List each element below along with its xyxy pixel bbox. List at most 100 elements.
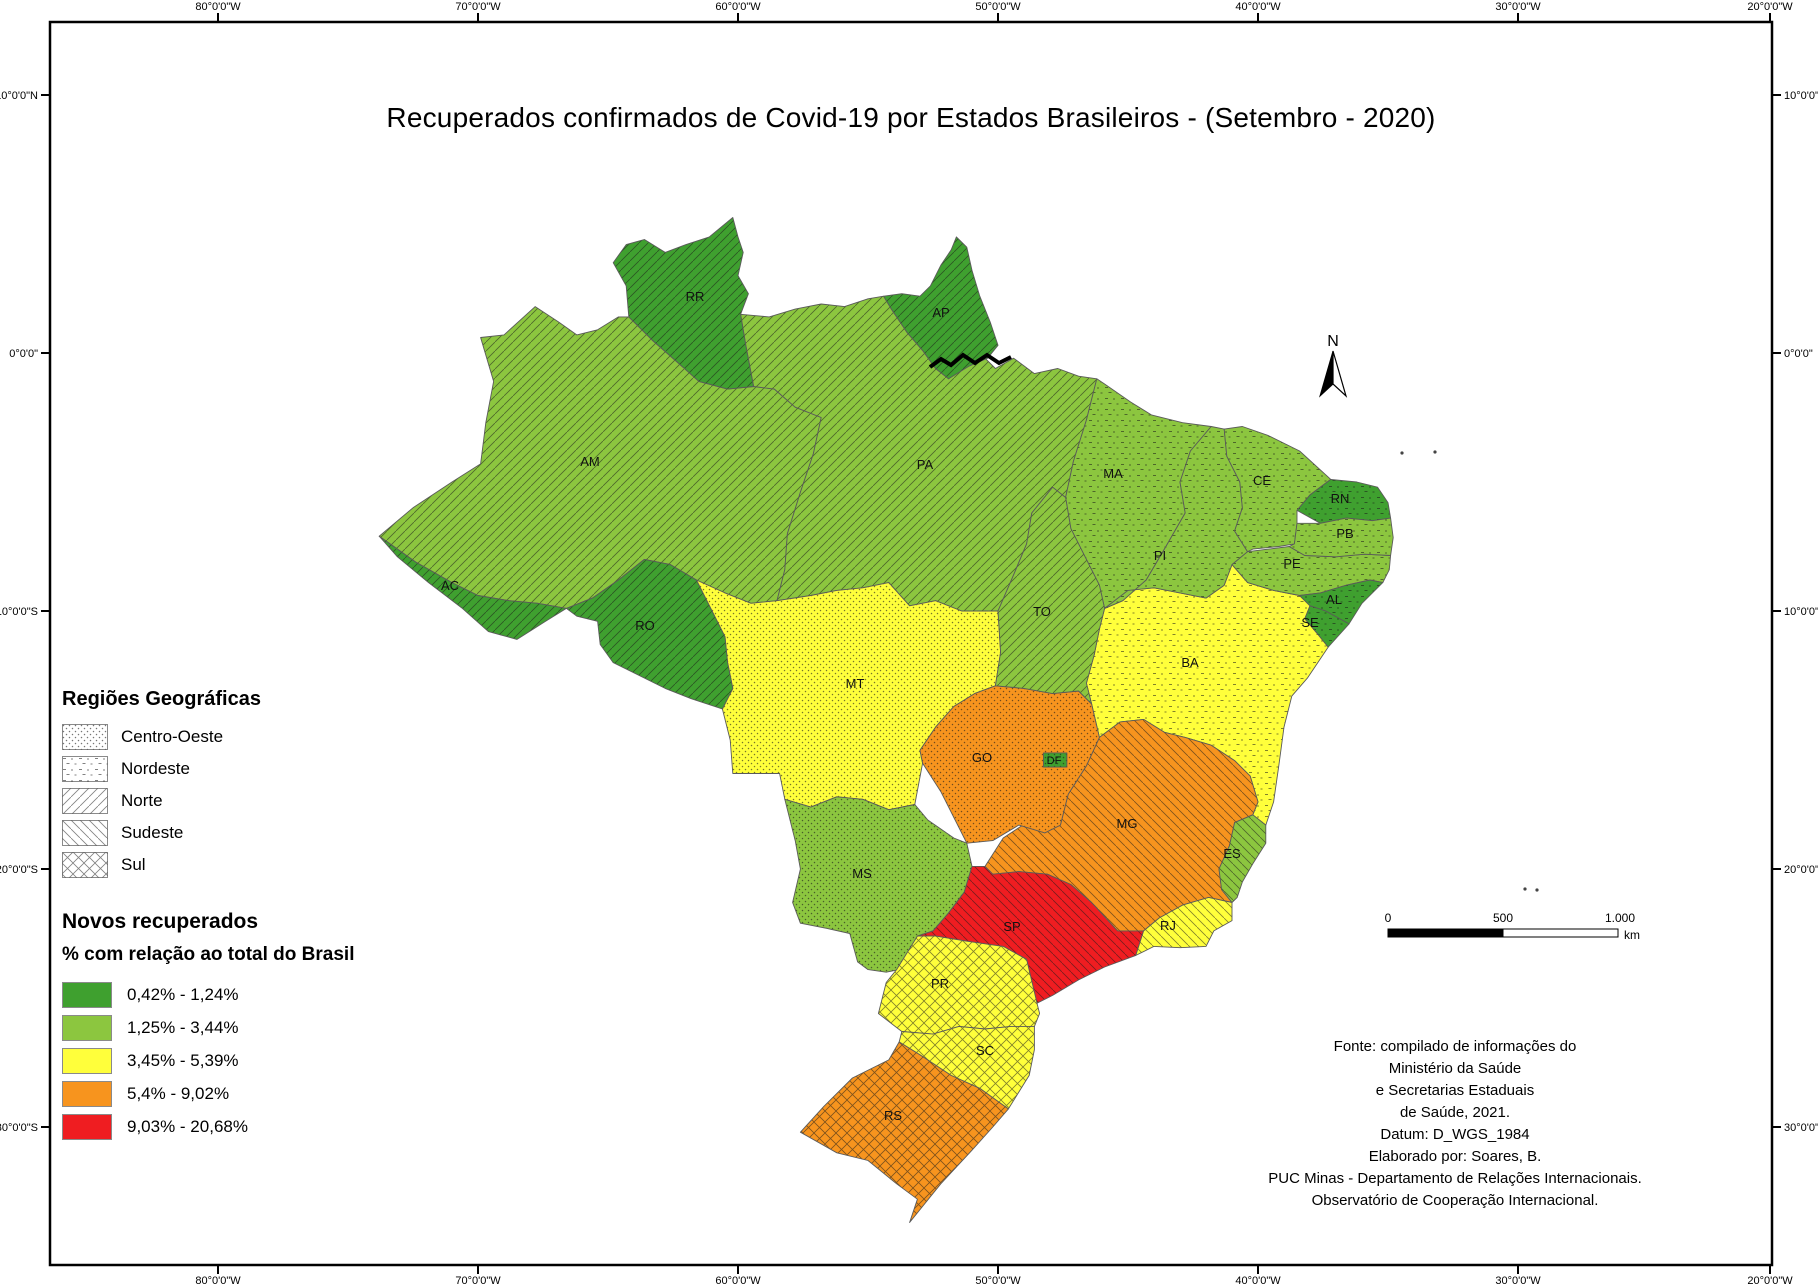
legend-class-item-4: 9,03% - 20,68% — [62, 1110, 354, 1143]
legend-region-swatch-norte — [62, 788, 108, 814]
state-pattern-se — [1304, 605, 1350, 648]
state-pattern-rr — [612, 217, 755, 390]
lon-tick-label: 80°0'0"W — [195, 1275, 241, 1287]
lat-tick-label: 30°0'0"S — [1784, 1122, 1818, 1134]
state-labels-layer: AM PA MT BA MG MS GO MA PI TO RS SP RR AP AC RO CE PE PR SC… — [441, 289, 1354, 1123]
source-note-line: Datum: D_WGS_1984 — [1380, 1126, 1530, 1143]
scale-bar-unit: km — [1624, 928, 1640, 942]
lon-tick-label: 60°0'0"W — [715, 1275, 761, 1287]
state-label-pa: PA — [917, 457, 934, 472]
legend-class-item-1: 1,25% - 3,44% — [62, 1011, 354, 1044]
state-pattern-pb — [1288, 517, 1394, 558]
scale-bar-tick-label: 0 — [1385, 911, 1392, 925]
state-label-go: GO — [972, 750, 992, 765]
legend-region-item-centrooeste: Centro-Oeste — [62, 721, 261, 753]
lat-tick-label: 10°0'0"S — [0, 606, 38, 618]
legend-region-label: Sudeste — [121, 823, 184, 842]
state-label-ap: AP — [932, 305, 949, 320]
source-note: Fonte: compilado de informações do Minist… — [1145, 1036, 1765, 1212]
source-note-line: PUC Minas - Departamento de Relações Int… — [1268, 1170, 1642, 1187]
lat-tick-label: 10°0'0"N — [1784, 90, 1818, 102]
legend-regions-title: Regiões Geográficas — [62, 688, 261, 710]
legend-region-swatch-sul — [62, 852, 108, 878]
map-frame — [48, 20, 1774, 1267]
north-arrow-left-half — [1319, 350, 1334, 398]
island-dot — [1535, 888, 1539, 892]
state-label-am: AM — [580, 454, 600, 469]
legend-classes: Novos recuperados % com relação ao total… — [62, 910, 354, 1143]
state-label-ac: AC — [441, 578, 459, 593]
state-label-ro: RO — [635, 618, 655, 633]
scale-bar-tick-label: 1.000 — [1605, 911, 1635, 925]
lon-tick-label: 70°0'0"W — [455, 1275, 501, 1287]
scale-bar-tick-label: 500 — [1493, 911, 1513, 925]
legend-class-label: 0,42% - 1,24% — [127, 984, 239, 1004]
lat-tick-label: 0°0'0" — [1784, 348, 1813, 360]
lon-tick-label: 80°0'0"W — [195, 1, 241, 13]
legend-region-label: Sul — [121, 855, 146, 874]
legend-regions: Regiões Geográficas Centro-Oeste Nordeste… — [62, 688, 261, 881]
lat-tick-label: 30°0'0"S — [0, 1122, 38, 1134]
legend-class-label: 9,03% - 20,68% — [127, 1116, 248, 1136]
legend-class-label: 5,4% - 9,02% — [127, 1083, 230, 1103]
source-note-line: e Secretarias Estaduais — [1375, 1082, 1535, 1099]
state-label-rn: RN — [1331, 491, 1350, 506]
legend-class-swatch — [62, 1080, 112, 1107]
state-label-ms: MS — [852, 866, 872, 881]
states-layer — [378, 217, 1394, 1223]
island-dot — [1400, 451, 1404, 455]
state-label-pi: PI — [1154, 548, 1166, 563]
lon-tick-label: 50°0'0"W — [975, 1275, 1021, 1287]
scale-bar: 0 500 1.000 km — [1385, 911, 1640, 942]
source-note-line: de Saúde, 2021. — [1399, 1104, 1511, 1121]
lat-tick-label: 20°0'0"S — [0, 864, 38, 876]
legend-region-label: Nordeste — [121, 759, 190, 778]
island-dot — [1433, 450, 1437, 454]
page-title: Recuperados confirmados de Covid-19 por … — [386, 102, 1436, 133]
state-label-se: SE — [1301, 615, 1319, 630]
state-pattern-rj — [1135, 896, 1233, 956]
state-pattern-ac — [378, 535, 567, 640]
state-pattern-to — [994, 486, 1106, 705]
lon-tick-label: 40°0'0"W — [1235, 1275, 1281, 1287]
state-label-al: AL — [1326, 592, 1342, 607]
legend-class-swatch — [62, 1047, 112, 1074]
amazon-estuary-coast — [928, 352, 1012, 369]
lon-tick-label: 70°0'0"W — [455, 1, 501, 13]
state-label-rj: RJ — [1160, 918, 1176, 933]
state-label-rs: RS — [884, 1108, 902, 1123]
island-dot — [1523, 887, 1527, 891]
lon-tick-label: 30°0'0"W — [1495, 1275, 1541, 1287]
north-arrow-label: N — [1327, 333, 1339, 350]
legend-class-swatch — [62, 1113, 112, 1140]
source-note-line: Ministério da Saúde — [1388, 1060, 1522, 1077]
legend-classes-title: Novos recuperados — [62, 910, 259, 933]
legend-class-swatch — [62, 1014, 112, 1041]
north-arrow-right-half — [1332, 350, 1348, 398]
lat-tick-label: 10°0'0"S — [1784, 606, 1818, 618]
source-note-line: Fonte: compilado de informações do — [1333, 1038, 1577, 1055]
legend-region-swatch-centrooeste — [62, 724, 108, 750]
state-label-pb: PB — [1336, 526, 1353, 541]
state-label-es: ES — [1223, 846, 1241, 861]
legend-class-item-0: 0,42% - 1,24% — [62, 978, 354, 1011]
state-label-ce: CE — [1253, 473, 1271, 488]
state-label-mt: MT — [846, 676, 865, 691]
lon-tick-label: 30°0'0"W — [1495, 1, 1541, 13]
lon-tick-label: 60°0'0"W — [715, 1, 761, 13]
state-label-ma: MA — [1103, 466, 1123, 481]
lon-tick-label: 20°0'0"W — [1747, 1, 1793, 13]
state-label-sp: SP — [1003, 919, 1020, 934]
legend-class-item-2: 3,45% - 5,39% — [62, 1044, 354, 1077]
north-arrow: N — [1319, 333, 1348, 398]
state-pattern-sc — [898, 1025, 1035, 1110]
state-pattern-df — [1043, 752, 1068, 768]
lon-tick-label: 20°0'0"W — [1747, 1275, 1793, 1287]
lon-tick-label: 50°0'0"W — [975, 1, 1021, 13]
legend-class-label: 1,25% - 3,44% — [127, 1017, 239, 1037]
state-pattern-ap — [883, 236, 999, 380]
scale-bar-white-segment — [1502, 928, 1619, 938]
source-note-line: Observatório de Cooperação Internacional… — [1311, 1192, 1599, 1209]
